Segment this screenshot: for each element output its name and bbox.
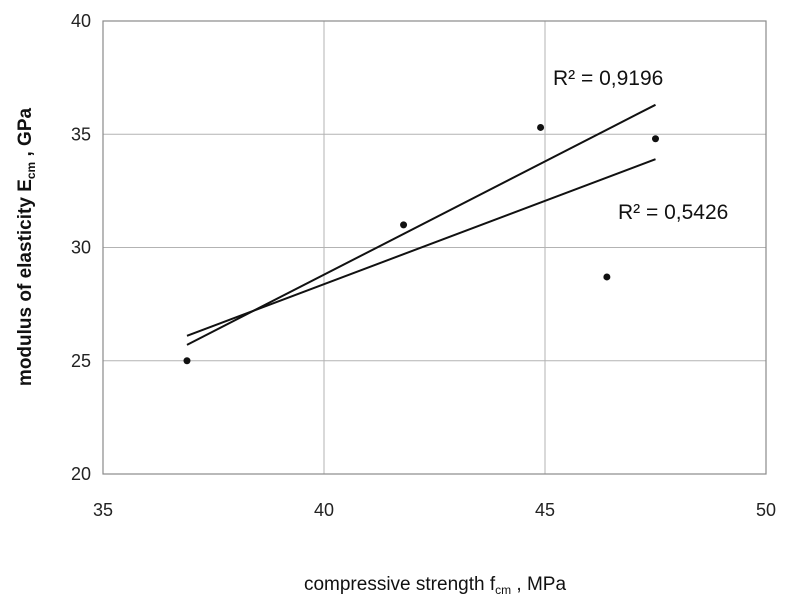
data-point-3	[537, 123, 545, 131]
y-tick-label: 35	[71, 124, 91, 144]
x-tick-label: 50	[756, 500, 776, 520]
data-point-5	[652, 135, 659, 143]
r-squared-label-2: R² = 0,5426	[618, 201, 728, 224]
y-tick-label: 20	[71, 464, 91, 484]
r-squared-label-1: R² = 0,9196	[553, 67, 663, 90]
data-points	[183, 123, 659, 365]
plot-frame	[102, 20, 767, 475]
y-axis-title: modulus of elasticity Ecm , GPa	[15, 108, 38, 387]
data-point-2	[400, 221, 408, 229]
x-tick-label: 40	[314, 500, 334, 520]
y-tick-label: 30	[71, 238, 91, 258]
trendline-labels: R² = 0,9196 R² = 0,5426	[553, 67, 728, 224]
y-tick-label: 40	[71, 11, 91, 31]
data-point-1	[183, 357, 191, 365]
x-tick-label: 45	[535, 500, 555, 520]
x-axis-title: compressive strength fcm , MPa	[304, 574, 566, 597]
y-tick-label: 25	[71, 351, 91, 371]
gridlines	[103, 21, 766, 474]
trendline-1	[186, 103, 656, 346]
trendlines	[186, 103, 656, 346]
x-tick-label: 35	[93, 500, 113, 520]
data-point-4	[603, 273, 611, 281]
trendline-2	[186, 158, 656, 337]
tick-labels: 35 40 45 50 20 25 30 35 40	[71, 11, 776, 520]
